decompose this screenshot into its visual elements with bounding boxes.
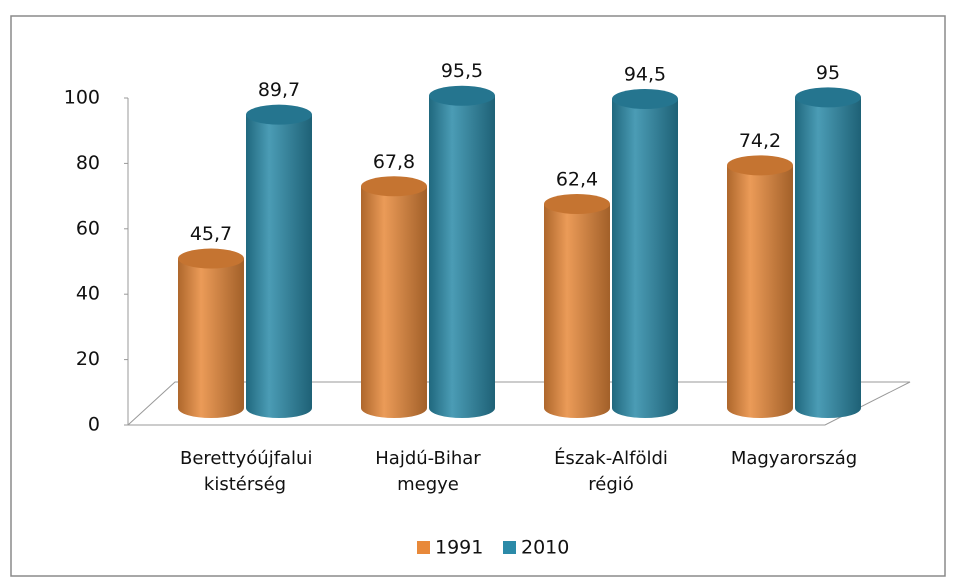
- x-tick-label: Berettyóújfalui kistérség: [180, 448, 313, 495]
- x-tick-label: Magyarország: [730, 448, 858, 469]
- bar-top: [795, 87, 861, 108]
- bar: [361, 186, 427, 418]
- bar: [544, 203, 610, 418]
- y-tick-label: 100: [64, 87, 100, 109]
- bar: [727, 165, 793, 418]
- bar-top: [544, 193, 610, 214]
- y-tick-label: 80: [76, 152, 100, 174]
- legend-label: 2010: [521, 537, 569, 559]
- y-tick-label: 0: [88, 414, 100, 436]
- x-tick-label: Hajdú-Bihar megye: [375, 448, 481, 495]
- bar-top: [727, 155, 793, 176]
- bar-top: [361, 176, 427, 197]
- legend-label: 1991: [435, 537, 483, 559]
- value-label: 74,2: [739, 130, 781, 152]
- y-tick-label: 20: [76, 348, 100, 370]
- y-tick-label: 60: [76, 217, 100, 239]
- bar-top: [178, 248, 244, 269]
- value-label: 95,5: [441, 60, 483, 82]
- value-label: 62,4: [556, 168, 598, 190]
- legend-swatch: [503, 541, 516, 554]
- x-tick-label: Észak-Alföldi régió: [554, 448, 668, 495]
- bar: [246, 114, 312, 418]
- bar: [612, 98, 678, 419]
- value-label: 95: [816, 62, 840, 84]
- legend-swatch: [417, 541, 430, 554]
- bar: [429, 95, 495, 418]
- floor: [127, 381, 911, 426]
- bar: [178, 258, 244, 418]
- bar-top: [246, 104, 312, 125]
- value-label: 45,7: [190, 223, 232, 245]
- y-tick-label: 40: [76, 283, 100, 305]
- value-label: 94,5: [624, 63, 666, 85]
- bar: [795, 97, 861, 418]
- bar-top: [612, 88, 678, 109]
- bar-top: [429, 85, 495, 106]
- value-label: 67,8: [373, 151, 415, 173]
- value-label: 89,7: [258, 79, 300, 101]
